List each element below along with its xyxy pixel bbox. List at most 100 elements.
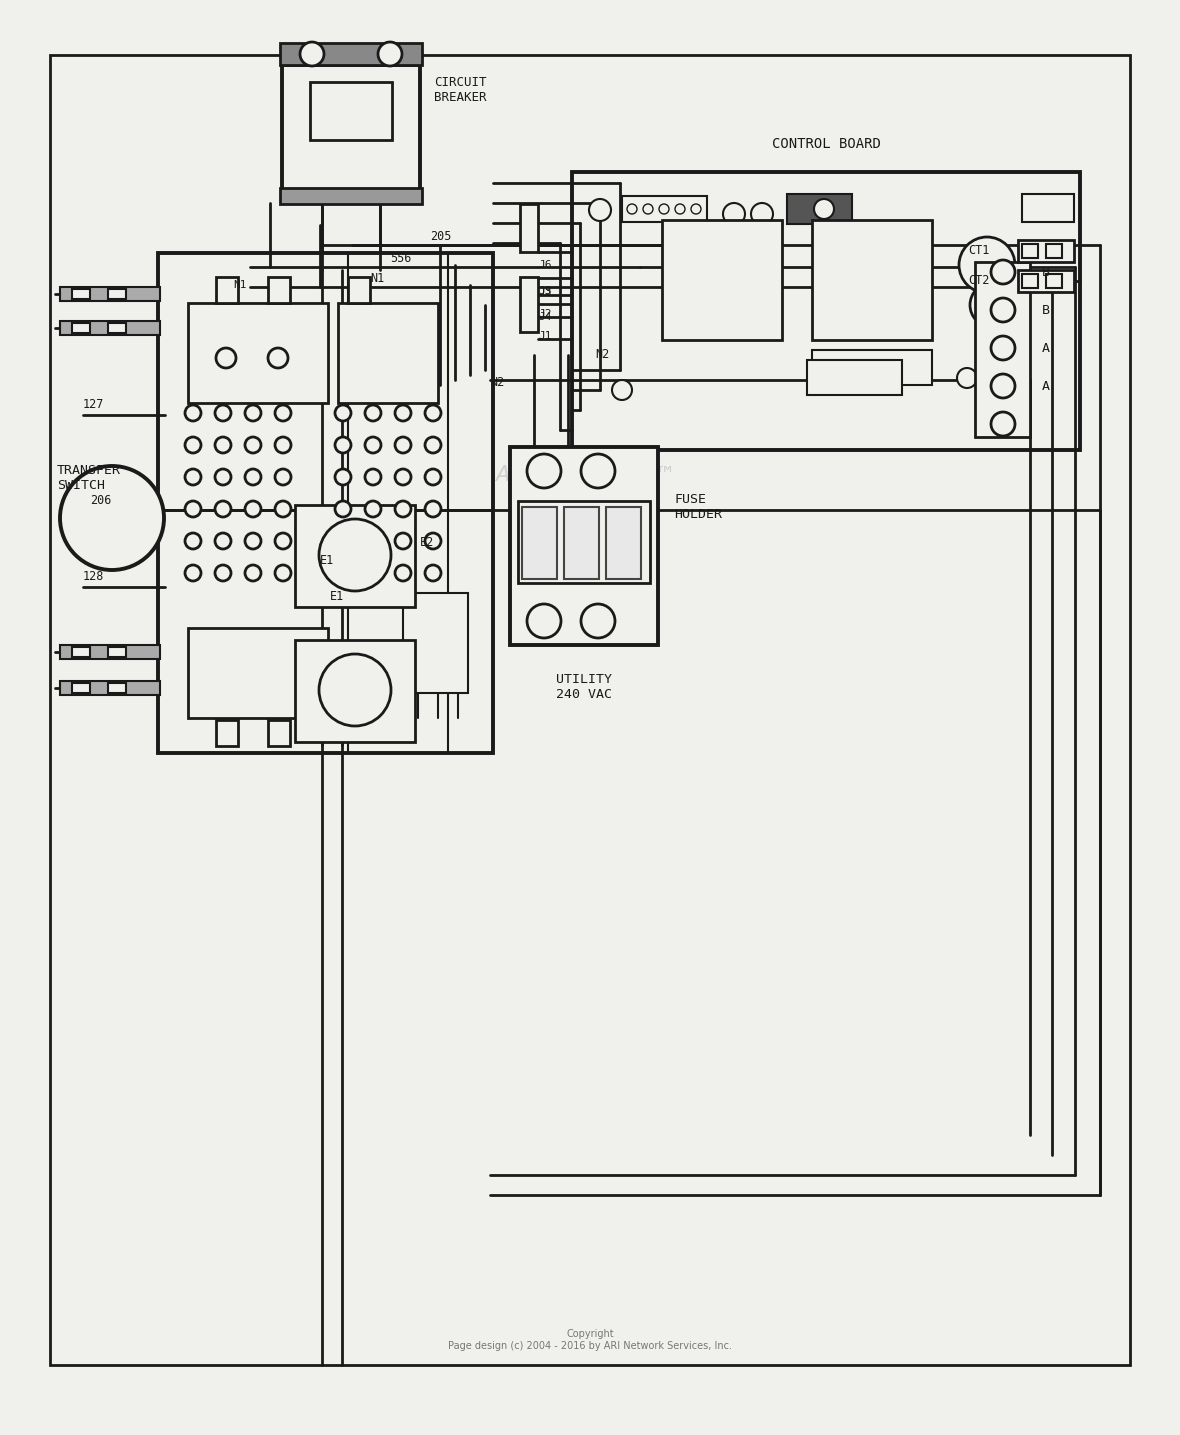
Bar (60, 682, 160, 695)
Text: J1: J1 (538, 331, 551, 342)
Bar (1018, 240, 1074, 263)
Bar (572, 172, 1080, 451)
Text: 128: 128 (83, 571, 104, 584)
Text: Copyright
Page design (c) 2004 - 2016 by ARI Network Services, Inc.: Copyright Page design (c) 2004 - 2016 by… (448, 1329, 732, 1350)
Circle shape (365, 438, 381, 453)
Bar (812, 220, 932, 340)
Text: A: A (1042, 342, 1050, 354)
Text: J3: J3 (538, 287, 551, 297)
Text: A: A (1042, 379, 1050, 393)
Text: ARI PartStream™: ARI PartStream™ (494, 465, 675, 485)
Circle shape (245, 565, 261, 581)
Bar (60, 644, 160, 659)
Circle shape (365, 501, 381, 517)
Circle shape (245, 405, 261, 420)
Circle shape (750, 202, 773, 225)
Text: B: B (1042, 303, 1050, 317)
Bar (72, 683, 90, 693)
Circle shape (527, 604, 560, 639)
Circle shape (215, 501, 231, 517)
Bar (520, 204, 538, 253)
Bar (807, 360, 902, 395)
Circle shape (395, 469, 411, 485)
Bar (787, 194, 852, 224)
Text: E1: E1 (330, 590, 345, 604)
Circle shape (335, 438, 350, 453)
Circle shape (991, 298, 1015, 321)
Circle shape (185, 501, 201, 517)
Circle shape (395, 438, 411, 453)
Text: J6: J6 (538, 260, 551, 270)
Text: N1: N1 (371, 273, 385, 286)
Circle shape (957, 367, 977, 387)
Bar (1022, 244, 1038, 258)
Bar (109, 288, 126, 298)
Circle shape (216, 349, 236, 367)
Circle shape (215, 469, 231, 485)
Circle shape (275, 501, 291, 517)
Text: N2: N2 (490, 376, 504, 389)
Circle shape (245, 469, 261, 485)
Bar (522, 507, 557, 578)
Circle shape (365, 405, 381, 420)
Circle shape (982, 331, 1002, 352)
Bar (72, 647, 90, 657)
Circle shape (185, 438, 201, 453)
Circle shape (991, 375, 1015, 397)
Circle shape (335, 405, 350, 420)
Circle shape (275, 469, 291, 485)
Circle shape (425, 565, 441, 581)
Text: CT2: CT2 (968, 274, 989, 287)
Text: E2: E2 (420, 537, 434, 550)
Bar (72, 323, 90, 333)
Circle shape (365, 532, 381, 550)
Bar (268, 720, 290, 746)
Circle shape (300, 42, 325, 66)
Circle shape (60, 466, 164, 570)
Text: 205: 205 (430, 231, 452, 244)
Circle shape (215, 405, 231, 420)
Circle shape (245, 532, 261, 550)
Text: CT1: CT1 (968, 244, 989, 257)
Circle shape (185, 532, 201, 550)
Circle shape (275, 565, 291, 581)
Bar (216, 720, 238, 746)
Circle shape (425, 469, 441, 485)
Bar (282, 65, 420, 189)
Bar (564, 507, 599, 578)
Circle shape (245, 501, 261, 517)
Circle shape (425, 405, 441, 420)
Circle shape (425, 438, 441, 453)
Circle shape (275, 438, 291, 453)
Circle shape (581, 604, 615, 639)
Circle shape (335, 469, 350, 485)
Bar (60, 287, 160, 301)
Bar (295, 505, 415, 607)
Bar (216, 277, 238, 303)
Circle shape (215, 532, 231, 550)
Text: N1: N1 (232, 280, 247, 290)
Circle shape (691, 204, 701, 214)
Circle shape (365, 565, 381, 581)
Text: J5: J5 (538, 286, 551, 296)
Text: FUSE
HOLDER: FUSE HOLDER (674, 494, 722, 521)
Bar (109, 683, 126, 693)
Bar (1045, 274, 1062, 288)
Circle shape (335, 532, 350, 550)
Circle shape (395, 532, 411, 550)
Text: CONTROL BOARD: CONTROL BOARD (772, 136, 880, 151)
Circle shape (215, 565, 231, 581)
Bar (280, 188, 422, 204)
Bar (158, 253, 493, 753)
Circle shape (589, 199, 611, 221)
Bar (1045, 244, 1062, 258)
Circle shape (275, 532, 291, 550)
Bar (337, 303, 438, 403)
Circle shape (268, 349, 288, 367)
Bar (310, 82, 392, 141)
Text: CIRCUIT
BREAKER: CIRCUIT BREAKER (434, 76, 486, 103)
Bar (280, 43, 422, 65)
Circle shape (658, 204, 669, 214)
Circle shape (425, 532, 441, 550)
Bar (188, 629, 328, 718)
